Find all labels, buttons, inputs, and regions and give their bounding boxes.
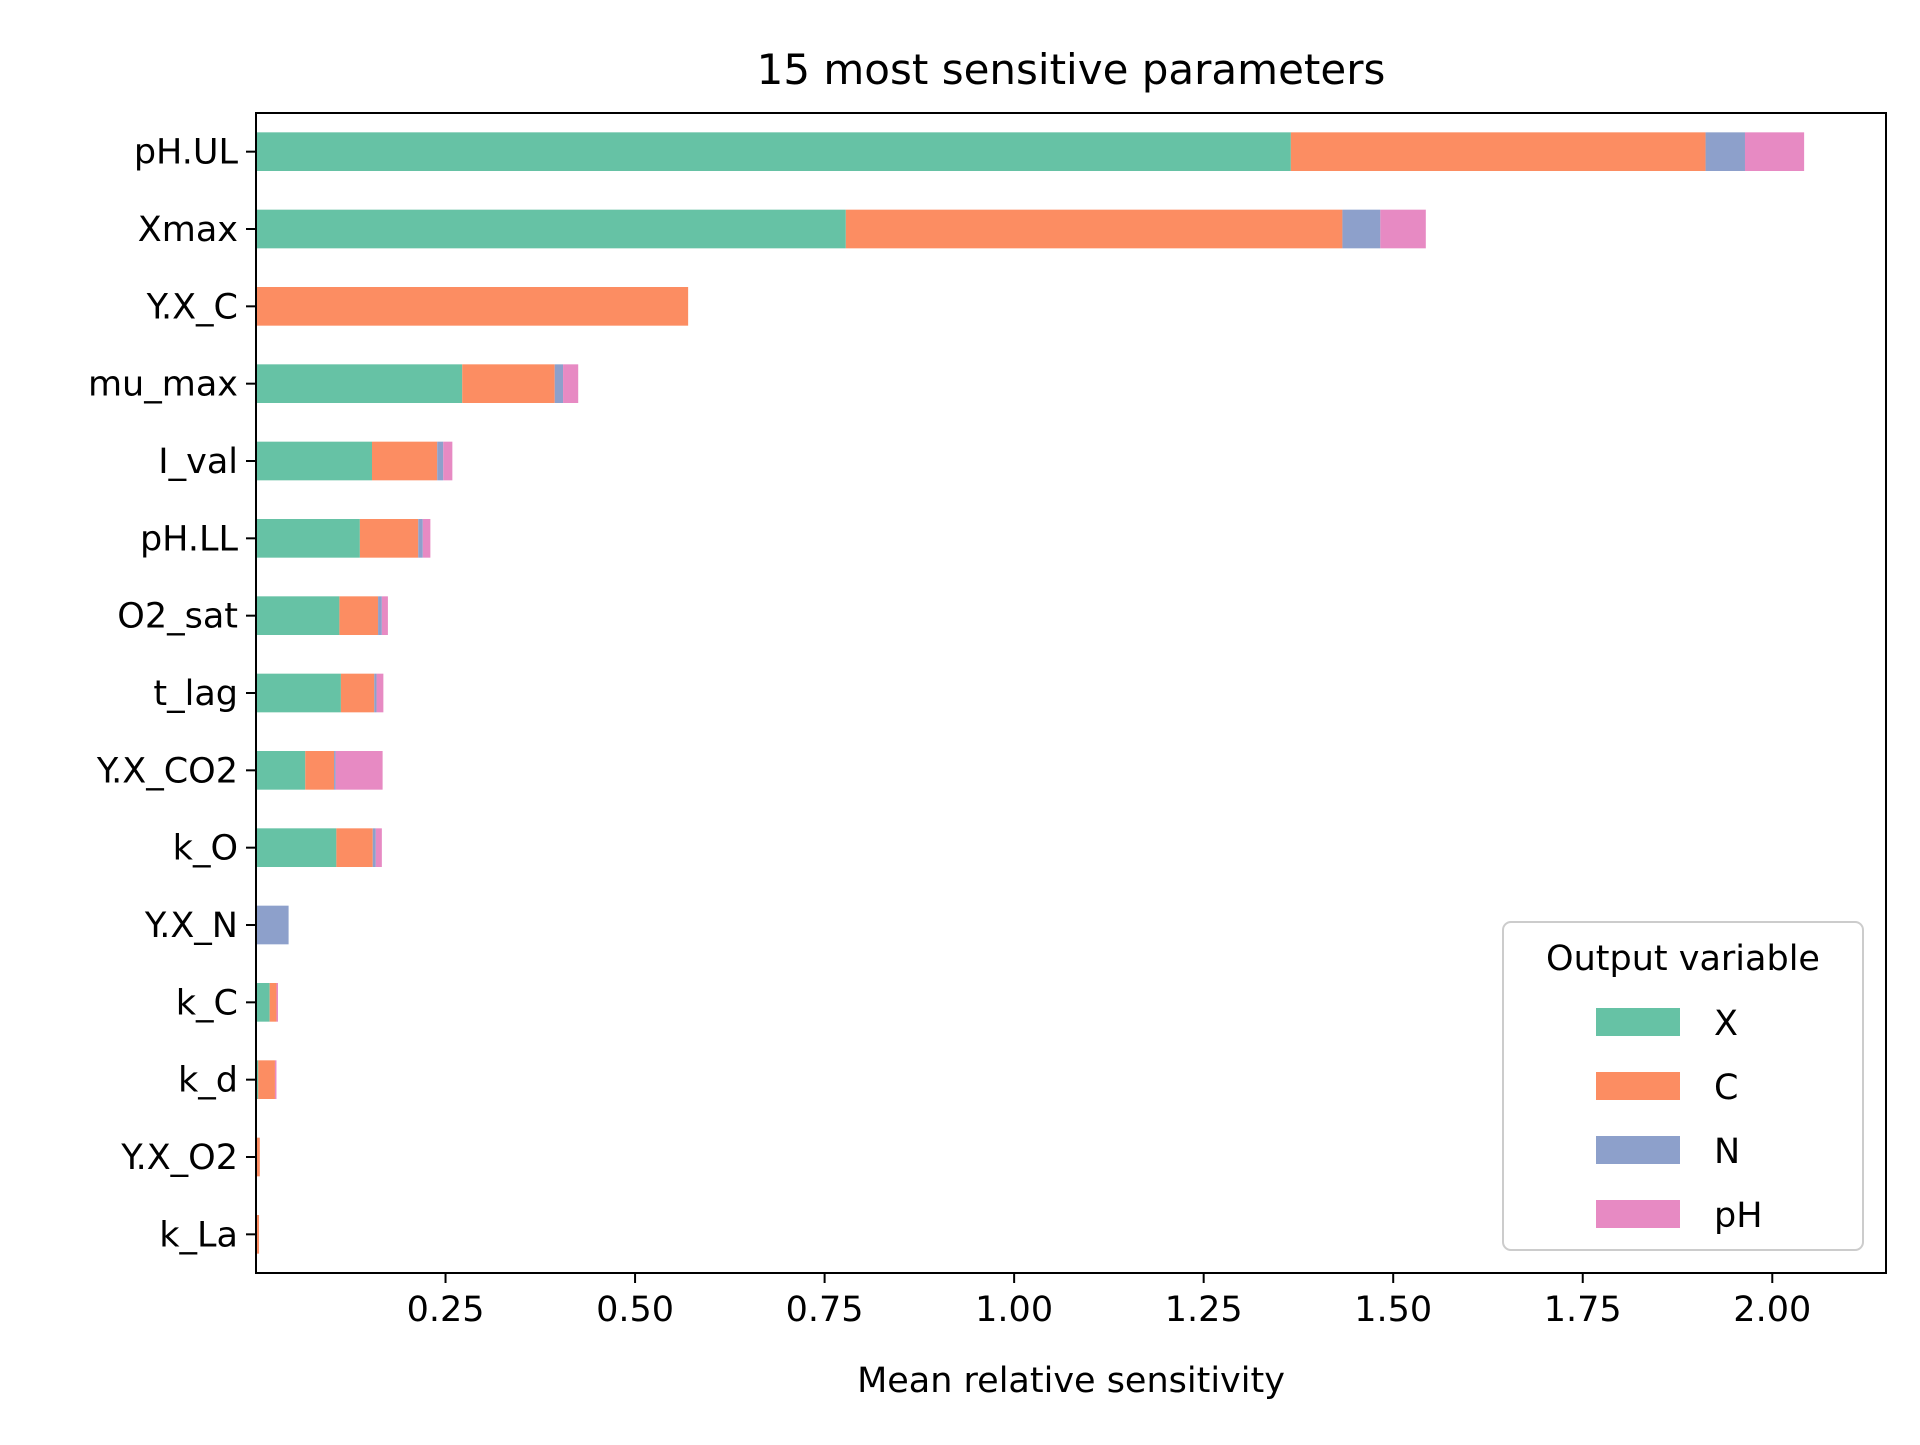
- bar-k-o-x: [256, 828, 337, 867]
- bar-i-val-ph: [443, 441, 453, 481]
- bar-ph-ul-c: [1290, 132, 1706, 171]
- bar-mu-max-x: [256, 364, 463, 403]
- bar-y-x-co2-c: [305, 751, 335, 790]
- bars-group: [256, 132, 1805, 1254]
- y-tick-label-k-o: k_O: [173, 829, 238, 869]
- bar-mu-max-n: [554, 364, 564, 403]
- bar-ph-ll-x: [256, 519, 360, 558]
- x-axis-label: Mean relative sensitivity: [857, 1361, 1285, 1401]
- y-tick-label-k-la: k_La: [159, 1215, 238, 1255]
- x-axis-ticks: 0.25 0.50 0.75 1.00 1.25 1.50 1.75 2.00: [407, 1273, 1811, 1330]
- y-tick-label-t-lag: t_lag: [153, 674, 238, 714]
- bar-k-o-n: [372, 828, 376, 867]
- x-tick-label-0-25: 0.25: [407, 1290, 485, 1330]
- bar-o2-sat-n: [378, 596, 382, 635]
- x-tick-label-1-00: 1.00: [975, 1290, 1053, 1330]
- y-tick-label-y-x-c: Y.X_C: [146, 287, 238, 327]
- y-tick-label-y-x-n: Y.X_N: [144, 906, 238, 946]
- bar-ph-ul-ph: [1744, 132, 1805, 171]
- x-tick-label-1-50: 1.50: [1354, 1290, 1432, 1330]
- bar-ph-ll-n: [418, 519, 423, 558]
- bar-t-lag-c: [340, 673, 375, 713]
- bar-k-o-ph: [375, 828, 382, 867]
- bar-y-x-co2-n: [334, 751, 336, 790]
- legend-swatch-ph: [1596, 1200, 1680, 1228]
- bar-o2-sat-ph: [381, 596, 388, 635]
- legend-swatch-n: [1596, 1136, 1680, 1164]
- bar-k-d-ph: [274, 1060, 277, 1099]
- bar-ph-ll-ph: [422, 519, 431, 558]
- legend-swatch-x: [1596, 1008, 1680, 1036]
- y-tick-label-ph-ll: pH.LL: [140, 519, 239, 559]
- bar-k-o-c: [336, 828, 373, 867]
- bar-t-lag-ph: [376, 673, 384, 713]
- bar-k-d-c: [258, 1060, 275, 1099]
- y-tick-label-y-x-o2: Y.X_O2: [120, 1138, 238, 1178]
- y-tick-label-ph-ul: pH.UL: [134, 133, 239, 173]
- bar-i-val-x: [256, 441, 372, 481]
- bar-i-val-c: [371, 441, 438, 481]
- bar-k-c-ph: [276, 983, 278, 1022]
- x-tick-label-1-75: 1.75: [1544, 1290, 1622, 1330]
- bar-t-lag-n: [374, 673, 377, 713]
- bar-o2-sat-c: [339, 596, 379, 635]
- x-tick-label-2-00: 2.00: [1733, 1290, 1811, 1330]
- bar-o2-sat-x: [256, 596, 340, 635]
- plot-area-frame: [255, 112, 1887, 1274]
- bar-k-c-c: [269, 983, 277, 1022]
- legend-label-x: X: [1714, 1004, 1738, 1044]
- bar-xmax-ph: [1380, 209, 1426, 249]
- bar-k-c-x: [256, 983, 270, 1022]
- legend-label-c: C: [1714, 1068, 1738, 1108]
- bar-mu-max-c: [462, 364, 555, 403]
- chart-title: 15 most sensitive parameters: [757, 45, 1386, 94]
- bar-y-x-o2-c: [256, 1137, 260, 1177]
- bar-xmax-x: [256, 209, 846, 249]
- bar-ph-ul-x: [256, 132, 1291, 171]
- bar-xmax-c: [845, 209, 1343, 249]
- bar-t-lag-x: [256, 673, 341, 713]
- bar-k-d-x: [256, 1060, 259, 1099]
- y-tick-label-xmax: Xmax: [138, 210, 238, 250]
- bar-i-val-n: [437, 441, 444, 481]
- bar-y-x-co2-x: [256, 751, 306, 790]
- y-tick-label-o2-sat: O2_sat: [117, 597, 238, 637]
- legend-swatch-c: [1596, 1072, 1680, 1100]
- y-tick-label-y-x-co2: Y.X_CO2: [96, 751, 238, 791]
- bar-y-x-co2-ph: [335, 751, 383, 790]
- bar-y-x-c-c: [256, 287, 689, 326]
- bar-ph-ul-n: [1705, 132, 1745, 171]
- y-axis-ticks: pH.UL Xmax Y.X_C mu_max I_val pH.LL O2_sat t_la…: [88, 133, 256, 1255]
- y-tick-label-k-c: k_C: [176, 983, 238, 1023]
- bar-k-la-c: [256, 1215, 260, 1254]
- legend-box: [1502, 921, 1864, 1251]
- bar-mu-max-ph: [563, 364, 579, 403]
- x-tick-label-0-75: 0.75: [786, 1290, 864, 1330]
- legend-title: Output variable: [1546, 939, 1820, 979]
- y-tick-label-i-val: I_val: [158, 442, 238, 482]
- legend-label-n: N: [1714, 1132, 1740, 1172]
- bar-y-x-n-n: [256, 905, 289, 945]
- y-tick-label-k-d: k_d: [178, 1061, 238, 1101]
- y-tick-label-mu-max: mu_max: [88, 365, 238, 405]
- bar-xmax-n: [1342, 209, 1381, 249]
- bar-ph-ll-c: [359, 519, 419, 558]
- x-tick-label-1-25: 1.25: [1165, 1290, 1243, 1330]
- x-tick-label-0-50: 0.50: [596, 1290, 674, 1330]
- legend-label-ph: pH: [1714, 1196, 1763, 1236]
